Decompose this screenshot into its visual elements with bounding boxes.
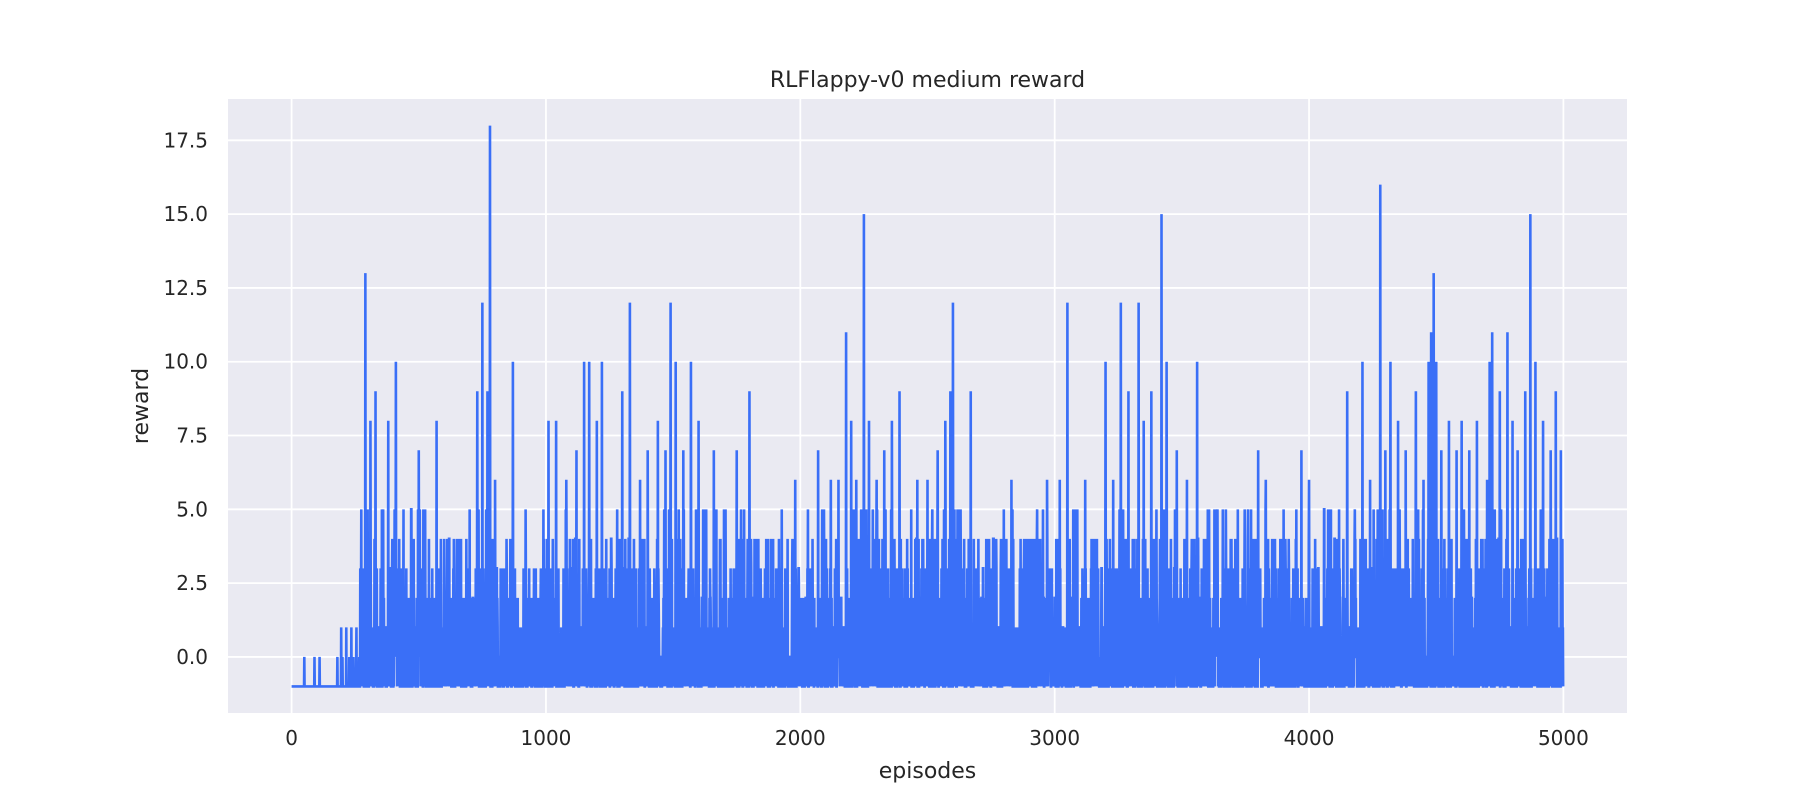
y-tick-label: 2.5 [176, 571, 208, 595]
x-tick-label: 5000 [1538, 726, 1589, 750]
reward-series-line [291, 125, 1565, 688]
y-tick-label: 15.0 [163, 202, 208, 226]
y-tick-label: 10.0 [163, 350, 208, 374]
x-axis-label: episodes [879, 759, 977, 784]
y-tick-label: 0.0 [176, 645, 208, 669]
x-tick-label: 2000 [775, 726, 826, 750]
y-tick-label: 17.5 [163, 128, 208, 152]
x-tick-label: 4000 [1284, 726, 1335, 750]
y-tick-label: 5.0 [176, 497, 208, 521]
tick-labels: 0 1000 2000 3000 4000 5000 0.0 2.5 5.0 7.5 10.0 12.… [163, 128, 1588, 750]
y-axis-label: reward [129, 368, 154, 444]
chart-title: RLFlappy-v0 medium reward [770, 68, 1085, 93]
x-tick-label: 3000 [1029, 726, 1080, 750]
series-layer [291, 125, 1565, 688]
y-tick-label: 12.5 [163, 276, 208, 300]
y-tick-label: 7.5 [176, 424, 208, 448]
x-tick-label: 1000 [521, 726, 572, 750]
x-tick-label: 0 [285, 726, 298, 750]
